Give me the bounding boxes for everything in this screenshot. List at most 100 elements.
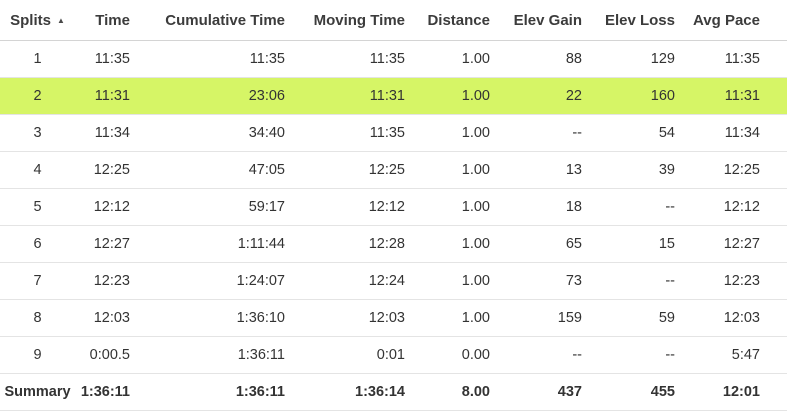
column-header-time[interactable]: Time xyxy=(75,0,130,41)
cell-elev-loss: 160 xyxy=(582,77,675,115)
cell-splits: 3 xyxy=(0,114,75,152)
cell-avg-pace: 11:35 xyxy=(675,40,787,78)
cell-moving-time: 11:35 xyxy=(285,114,405,152)
cell-moving-time: 12:24 xyxy=(285,262,405,300)
cell-distance: 1.00 xyxy=(405,77,490,115)
cell-elev-loss: -- xyxy=(582,262,675,300)
cell-cumulative-time: 34:40 xyxy=(130,114,285,152)
cell-splits: 1 xyxy=(0,40,75,78)
column-header-elev-gain[interactable]: Elev Gain xyxy=(490,0,582,41)
cell-elev-gain: 159 xyxy=(490,299,582,337)
cell-time: 11:34 xyxy=(75,114,130,152)
cell-elev-loss: 129 xyxy=(582,40,675,78)
summary-row: Summary 1:36:11 1:36:11 1:36:14 8.00 437… xyxy=(0,373,787,411)
cell-avg-pace: 12:01 xyxy=(675,373,787,411)
cell-elev-loss: 39 xyxy=(582,151,675,189)
cell-distance: 1.00 xyxy=(405,40,490,78)
cell-avg-pace: 12:23 xyxy=(675,262,787,300)
cell-cumulative-time: 1:36:11 xyxy=(130,373,285,411)
cell-time: 12:27 xyxy=(75,225,130,263)
cell-cumulative-time: 1:36:10 xyxy=(130,299,285,337)
split-row-6[interactable]: 6 12:27 1:11:44 12:28 1.00 65 15 12:27 xyxy=(0,225,787,263)
cell-elev-gain: -- xyxy=(490,114,582,152)
cell-elev-gain: 13 xyxy=(490,151,582,189)
cell-avg-pace: 12:27 xyxy=(675,225,787,263)
column-header-splits[interactable]: Splits ▲ xyxy=(0,0,75,41)
cell-summary-label: Summary xyxy=(0,373,75,411)
cell-moving-time: 1:36:14 xyxy=(285,373,405,411)
cell-distance: 8.00 xyxy=(405,373,490,411)
column-header-distance[interactable]: Distance xyxy=(405,0,490,41)
cell-distance: 1.00 xyxy=(405,188,490,226)
column-header-cumulative-time[interactable]: Cumulative Time xyxy=(130,0,285,41)
cell-splits: 9 xyxy=(0,336,75,374)
cell-cumulative-time: 11:35 xyxy=(130,40,285,78)
cell-time: 1:36:11 xyxy=(75,373,130,411)
cell-time: 11:35 xyxy=(75,40,130,78)
cell-elev-loss: 455 xyxy=(582,373,675,411)
cell-cumulative-time: 47:05 xyxy=(130,151,285,189)
cell-splits: 8 xyxy=(0,299,75,337)
split-row-5[interactable]: 5 12:12 59:17 12:12 1.00 18 -- 12:12 xyxy=(0,188,787,226)
cell-elev-loss: -- xyxy=(582,336,675,374)
cell-time: 12:25 xyxy=(75,151,130,189)
cell-elev-gain: 65 xyxy=(490,225,582,263)
cell-splits: 5 xyxy=(0,188,75,226)
cell-time: 12:12 xyxy=(75,188,130,226)
split-row-4[interactable]: 4 12:25 47:05 12:25 1.00 13 39 12:25 xyxy=(0,151,787,189)
cell-moving-time: 11:35 xyxy=(285,40,405,78)
cell-avg-pace: 11:31 xyxy=(675,77,787,115)
cell-avg-pace: 11:34 xyxy=(675,114,787,152)
cell-avg-pace: 12:03 xyxy=(675,299,787,337)
cell-splits: 7 xyxy=(0,262,75,300)
cell-cumulative-time: 1:36:11 xyxy=(130,336,285,374)
column-header-splits-label: Splits xyxy=(10,11,51,29)
cell-distance: 1.00 xyxy=(405,114,490,152)
split-row-8[interactable]: 8 12:03 1:36:10 12:03 1.00 159 59 12:03 xyxy=(0,299,787,337)
cell-elev-loss: 15 xyxy=(582,225,675,263)
split-row-2-selected[interactable]: 2 11:31 23:06 11:31 1.00 22 160 11:31 xyxy=(0,77,787,115)
cell-moving-time: 0:01 xyxy=(285,336,405,374)
cell-distance: 0.00 xyxy=(405,336,490,374)
cell-elev-gain: 18 xyxy=(490,188,582,226)
cell-elev-gain: 437 xyxy=(490,373,582,411)
cell-time: 12:23 xyxy=(75,262,130,300)
header-row: Splits ▲ Time Cumulative Time Moving Time… xyxy=(0,0,787,41)
cell-moving-time: 12:25 xyxy=(285,151,405,189)
cell-moving-time: 11:31 xyxy=(285,77,405,115)
column-header-elev-loss[interactable]: Elev Loss xyxy=(582,0,675,41)
cell-cumulative-time: 1:24:07 xyxy=(130,262,285,300)
cell-elev-gain: 88 xyxy=(490,40,582,78)
cell-avg-pace: 12:12 xyxy=(675,188,787,226)
sort-ascending-icon: ▲ xyxy=(56,15,65,25)
cell-time: 0:00.5 xyxy=(75,336,130,374)
cell-cumulative-time: 23:06 xyxy=(130,77,285,115)
cell-elev-loss: 54 xyxy=(582,114,675,152)
cell-splits: 2 xyxy=(0,77,75,115)
cell-cumulative-time: 59:17 xyxy=(130,188,285,226)
split-row-9[interactable]: 9 0:00.5 1:36:11 0:01 0.00 -- -- 5:47 xyxy=(0,336,787,374)
cell-elev-loss: 59 xyxy=(582,299,675,337)
cell-distance: 1.00 xyxy=(405,225,490,263)
column-header-avg-pace[interactable]: Avg Pace xyxy=(675,0,787,41)
cell-avg-pace: 12:25 xyxy=(675,151,787,189)
cell-distance: 1.00 xyxy=(405,262,490,300)
cell-moving-time: 12:03 xyxy=(285,299,405,337)
cell-moving-time: 12:28 xyxy=(285,225,405,263)
cell-distance: 1.00 xyxy=(405,151,490,189)
cell-elev-gain: 73 xyxy=(490,262,582,300)
cell-avg-pace: 5:47 xyxy=(675,336,787,374)
cell-elev-loss: -- xyxy=(582,188,675,226)
split-row-7[interactable]: 7 12:23 1:24:07 12:24 1.00 73 -- 12:23 xyxy=(0,262,787,300)
cell-splits: 6 xyxy=(0,225,75,263)
cell-time: 12:03 xyxy=(75,299,130,337)
cell-splits: 4 xyxy=(0,151,75,189)
cell-distance: 1.00 xyxy=(405,299,490,337)
cell-moving-time: 12:12 xyxy=(285,188,405,226)
split-row-3[interactable]: 3 11:34 34:40 11:35 1.00 -- 54 11:34 xyxy=(0,114,787,152)
cell-elev-gain: -- xyxy=(490,336,582,374)
split-row-1[interactable]: 1 11:35 11:35 11:35 1.00 88 129 11:35 xyxy=(0,40,787,78)
column-header-moving-time[interactable]: Moving Time xyxy=(285,0,405,41)
